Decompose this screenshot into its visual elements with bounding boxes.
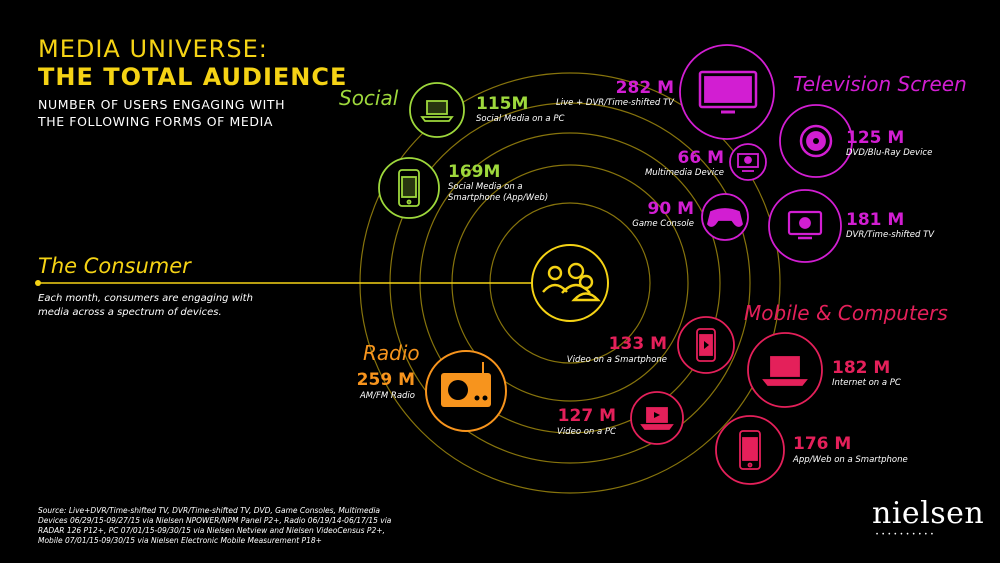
video-laptop-icon [640,407,674,430]
television-icon [698,70,758,114]
app-phone-label: App/Web on a Smartphone [793,455,908,465]
internet-laptop-icon [762,356,808,386]
video-smartphone-icon [696,328,716,362]
laptop-icon [420,100,454,122]
consumer-title: The Consumer [38,254,191,278]
category-social: Social [339,86,399,110]
header-sub1: NUMBER OF USERS ENGAGING WITH [38,97,286,112]
tv-multimedia-value: 66 M [677,148,725,168]
tv-dvd-value: 125 M [846,128,905,148]
consumer-node [531,244,609,322]
category-radio: Radio [363,341,420,365]
consumer-desc-2: media across a spectrum of devices. [38,307,222,318]
smartphone-icon [398,169,420,207]
internet-pc-label: Internet on a PC [832,378,901,388]
social-phone-label-1: Social Media on a [448,182,523,192]
source-line-3: RADAR 126 P12+, PC 07/01/15-09/30/15 via… [38,526,385,535]
social-phone-label-2: Smartphone (App/Web) [448,193,549,203]
radio-icon [441,362,491,407]
video-phone-label: Video on a Smartphone [566,355,667,365]
source-line-2: Devices 06/29/15-09/27/15 via Nielsen NP… [38,516,392,525]
app-smartphone-icon [739,430,761,470]
tv-game-label: Game Console [632,219,694,229]
social-pc-node [409,82,465,138]
consumer-desc-1: Each month, consumers are engaging with [38,293,253,304]
logo-dots: •••••••••• [876,532,938,538]
nielsen-logo: nielsen [872,496,985,531]
category-mobile: Mobile & Computers [744,301,948,325]
disc-icon [799,124,833,158]
video-phone-value: 133 M [608,334,667,354]
social-pc-label: Social Media on a PC [476,114,565,124]
source-line-1: Source: Live+DVR/Time-shifted TV, DVR/Ti… [38,506,381,515]
tv-dvd-label: DVD/Blu-Ray Device [846,148,933,158]
video-pc-value: 127 M [557,406,616,426]
category-television: Television Screen [793,72,967,96]
tv-live-value: 282 M [615,78,674,98]
people-icon [542,262,601,302]
dvr-tv-icon [787,210,823,240]
source-line-4: Mobile 07/01/15-09/30/15 via Nielsen Ele… [38,536,322,545]
social-phone-node [378,157,440,219]
tv-multimedia-label: Multimedia Device [644,168,724,178]
multimedia-device-icon [737,153,759,172]
header-line1: MEDIA UNIVERSE: [38,35,268,63]
tv-dvr-label: DVR/Time-shifted TV [846,230,935,240]
social-phone-value: 169M [448,162,501,182]
radio-value: 259 M [356,370,415,390]
page-title: THE TOTAL AUDIENCE [38,63,348,91]
tv-game-value: 90 M [647,199,695,219]
tv-live-label: Live + DVR/Time-shifted TV [556,98,674,108]
social-pc-value: 115M [476,94,529,114]
game-controller-icon [707,208,743,227]
video-pc-label: Video on a PC [557,427,616,437]
consumer-line-dot [35,280,41,286]
app-phone-value: 176 M [793,434,852,454]
radio-label: AM/FM Radio [359,391,415,401]
internet-pc-value: 182 M [832,358,891,378]
tv-dvr-value: 181 M [846,210,905,230]
header-sub2: THE FOLLOWING FORMS OF MEDIA [38,114,274,129]
